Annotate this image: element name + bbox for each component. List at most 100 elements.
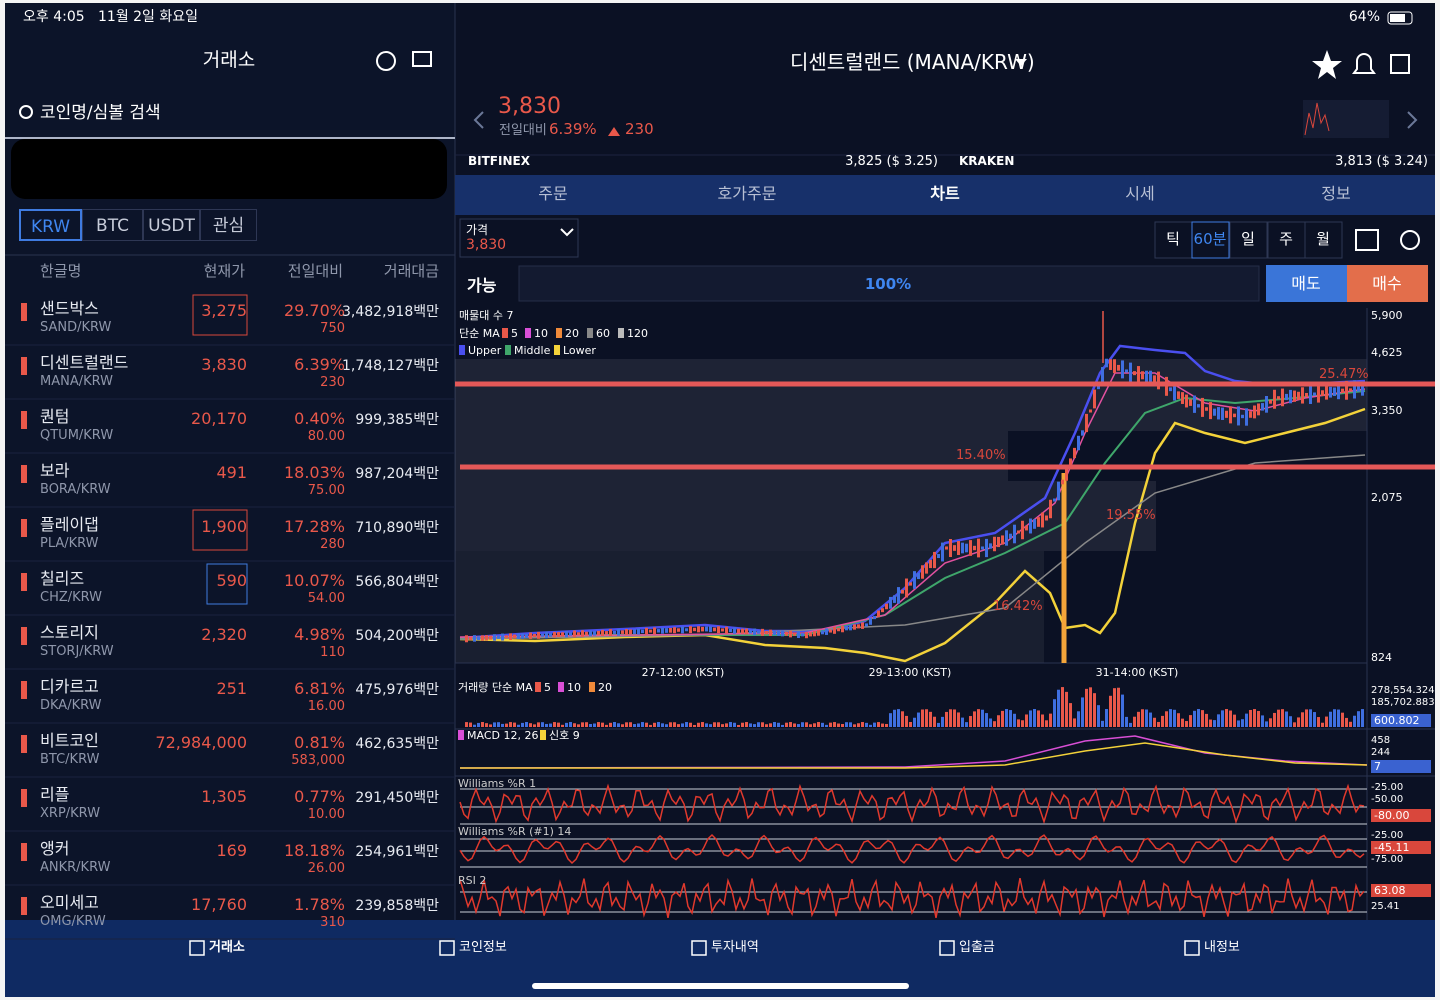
volume-bar — [1321, 722, 1324, 727]
indicator-label: Williams %R 1 — [458, 777, 537, 790]
volume-bar — [873, 722, 876, 727]
candle — [997, 536, 1000, 548]
coin-name[interactable]: 스토리지 — [40, 623, 99, 642]
detail-tab[interactable]: 차트 — [930, 184, 960, 203]
candle — [541, 633, 544, 637]
market-tab[interactable]: USDT — [143, 209, 200, 241]
candle — [565, 631, 568, 638]
coin-name[interactable]: 플레이댑 — [40, 515, 99, 534]
candle — [485, 635, 488, 641]
coin-name[interactable]: 앵커 — [40, 839, 70, 858]
interval-button[interactable]: 60분 — [1193, 230, 1227, 248]
coin-name[interactable]: 오미세고 — [40, 893, 99, 912]
chat-icon[interactable] — [412, 51, 432, 67]
candle — [1129, 362, 1132, 382]
favorite-icon[interactable] — [1312, 50, 1342, 79]
chart-settings-icon[interactable] — [1400, 230, 1420, 250]
coin-name[interactable]: 리플 — [40, 785, 70, 804]
volume-bar — [1313, 712, 1316, 727]
volume-bar — [797, 724, 800, 727]
lower-band — [459, 407, 1366, 663]
volume-bar — [913, 717, 916, 727]
coin-price: 72,984,000 — [155, 733, 247, 752]
coin-change-pct: 4.98% — [294, 625, 345, 644]
coin-symbol: ANKR/KRW — [40, 860, 111, 875]
candle — [1357, 386, 1360, 392]
coin-name[interactable]: 비트코인 — [40, 731, 99, 750]
indicator-axis-label: 185,702.883 — [1371, 697, 1435, 708]
prev-arrow[interactable] — [473, 111, 484, 129]
market-tab[interactable]: BTC — [82, 209, 143, 241]
candle — [1277, 396, 1280, 400]
nav-item[interactable]: 거래소 — [209, 940, 245, 955]
volume-bar — [825, 724, 828, 727]
nav-item[interactable]: 투자내역 — [711, 940, 759, 955]
interval-button[interactable]: 일 — [1241, 230, 1255, 248]
dropdown-icon[interactable] — [1015, 59, 1027, 66]
candle — [465, 635, 468, 643]
annotation: 25.47% — [1319, 367, 1369, 382]
coin-price: 590 — [216, 571, 247, 590]
coin-change-amt: 110 — [320, 645, 345, 660]
candle — [1309, 385, 1312, 404]
share-icon[interactable] — [1390, 54, 1410, 74]
volume-bar — [1285, 711, 1288, 727]
coin-volume: 710,890백만 — [355, 520, 439, 536]
volume-bar — [533, 724, 536, 727]
coin-name[interactable]: 디카르고 — [40, 677, 99, 696]
market-title[interactable]: 디센트럴랜드 (MANA/KRW) — [790, 50, 1035, 74]
search-input[interactable]: 코인명/심볼 검색 — [40, 103, 161, 123]
candle — [601, 629, 604, 636]
volume-bar — [1341, 712, 1344, 727]
candle — [1101, 367, 1104, 383]
coin-name[interactable]: 디센트럴랜드 — [40, 353, 129, 372]
settings-icon[interactable] — [376, 51, 396, 71]
market-tab[interactable]: 관심 — [200, 209, 257, 241]
search-icon[interactable] — [19, 105, 33, 119]
fullscreen-icon[interactable] — [1355, 229, 1379, 251]
legend-item: 5 — [511, 327, 518, 340]
volume-bar — [1069, 703, 1072, 727]
column-header[interactable]: 거래대금 — [383, 262, 439, 280]
interval-button[interactable]: 틱 — [1166, 230, 1180, 248]
volume-bar — [657, 722, 660, 727]
candle — [529, 632, 532, 639]
legend-item: 60 — [596, 327, 610, 340]
candle — [1221, 407, 1224, 420]
nav-item[interactable]: 코인정보 — [459, 940, 507, 955]
row-icon — [21, 357, 27, 375]
nav-item[interactable]: 입출금 — [959, 940, 995, 955]
coin-name[interactable]: 샌드박스 — [40, 299, 99, 318]
column-header[interactable]: 현재가 — [203, 262, 245, 280]
coin-symbol: MANA/KRW — [40, 374, 113, 389]
candle — [1137, 366, 1140, 383]
candle — [1261, 403, 1264, 411]
indicator-axis-label: 458 — [1371, 735, 1391, 746]
volume-bar — [481, 722, 484, 727]
candle — [1233, 413, 1236, 418]
sell-button[interactable]: 매도 — [1291, 274, 1321, 293]
detail-tab[interactable]: 시세 — [1125, 184, 1155, 203]
coin-price: 251 — [216, 679, 247, 698]
nav-item[interactable]: 내정보 — [1204, 940, 1240, 955]
volume-bar — [1161, 715, 1164, 727]
detail-tab[interactable]: 정보 — [1321, 184, 1351, 203]
coin-name[interactable]: 칠리즈 — [40, 569, 85, 588]
volume-bar — [589, 724, 592, 727]
coin-name[interactable]: 보라 — [40, 461, 70, 480]
interval-button[interactable]: 주 — [1279, 230, 1293, 248]
volume-bar — [1249, 709, 1252, 727]
market-tab[interactable]: KRW — [19, 209, 82, 241]
candle — [765, 630, 768, 635]
column-header[interactable]: 전일대비 — [287, 262, 343, 280]
alert-icon[interactable] — [1352, 53, 1376, 74]
detail-tab[interactable]: 주문 — [538, 184, 568, 203]
volume-bar — [541, 722, 544, 727]
detail-tab[interactable]: 호가주문 — [717, 184, 777, 203]
coin-name[interactable]: 퀀텀 — [40, 407, 70, 426]
column-header[interactable]: 한글명 — [40, 262, 82, 280]
buy-button[interactable]: 매수 — [1372, 274, 1402, 293]
next-arrow[interactable] — [1407, 111, 1418, 129]
interval-button[interactable]: 월 — [1316, 230, 1330, 248]
volume-bar — [949, 709, 952, 727]
